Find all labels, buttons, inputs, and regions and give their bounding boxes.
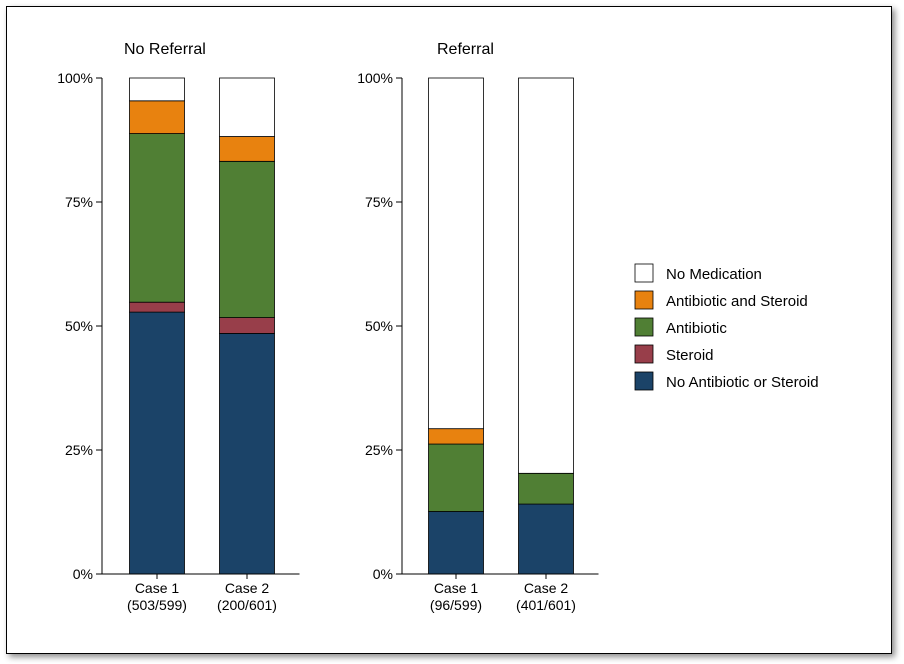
bar-segment-antibiotic [428,443,484,512]
y-tick-label-no-referral: 100% [57,70,93,86]
category-label: Case 1 [135,580,180,596]
legend-label-steroid: Steroid [666,347,714,364]
y-tick-label-referral: 100% [357,70,393,86]
bar-segment-antibiotic [219,160,275,318]
category-label: Case 2 [225,580,270,596]
bar-segment-no-medication [428,77,484,430]
category-sublabel: (96/599) [430,597,482,613]
bar-segment-no-medication [129,77,185,102]
legend-label-antibiotic: Antibiotic [666,320,727,337]
y-tick-label-referral: 75% [365,194,393,210]
bar-segment-no-antibiotic-or-steroid [428,511,484,575]
category-label: Case 1 [434,580,479,596]
y-tick-label-no-referral: 50% [65,318,93,334]
bar-segment-antibiotic-and-steroid [428,428,484,445]
category-sublabel: (200/601) [217,597,277,613]
y-tick-label-no-referral: 75% [65,194,93,210]
bar-segment-steroid [129,301,185,313]
panel-title-no-referral: No Referral [124,41,206,58]
panel-title-referral: Referral [437,41,494,58]
bar-segment-antibiotic [129,133,185,303]
y-tick-label-referral: 0% [373,566,393,582]
legend-label-no-antibiotic-or-steroid: No Antibiotic or Steroid [666,374,819,391]
category-sublabel: (503/599) [127,597,187,613]
y-tick-label-no-referral: 0% [73,566,93,582]
legend-swatch-no-medication [634,263,654,283]
legend-swatch-antibiotic [634,317,654,337]
legend-swatch-steroid [634,344,654,364]
bar-segment-no-antibiotic-or-steroid [129,311,185,575]
legend-label-no-medication: No Medication [666,266,762,283]
y-tick-label-referral: 50% [365,318,393,334]
bar-segment-no-antibiotic-or-steroid [518,503,574,575]
bar-segment-antibiotic-and-steroid [219,136,275,162]
bar-segment-antibiotic [518,472,574,505]
legend-swatch-antibiotic-and-steroid [634,290,654,310]
legend-label-antibiotic-and-steroid: Antibiotic and Steroid [666,293,808,310]
category-label: Case 2 [524,580,569,596]
bar-segment-antibiotic-and-steroid [129,100,185,134]
bar-segment-no-antibiotic-or-steroid [219,333,275,575]
legend-swatch-no-antibiotic-or-steroid [634,371,654,391]
category-sublabel: (401/601) [516,597,576,613]
bar-segment-steroid [219,317,275,334]
y-tick-label-referral: 25% [365,442,393,458]
bar-segment-no-medication [219,77,275,137]
y-tick-label-no-referral: 25% [65,442,93,458]
bar-segment-no-medication [518,77,574,474]
